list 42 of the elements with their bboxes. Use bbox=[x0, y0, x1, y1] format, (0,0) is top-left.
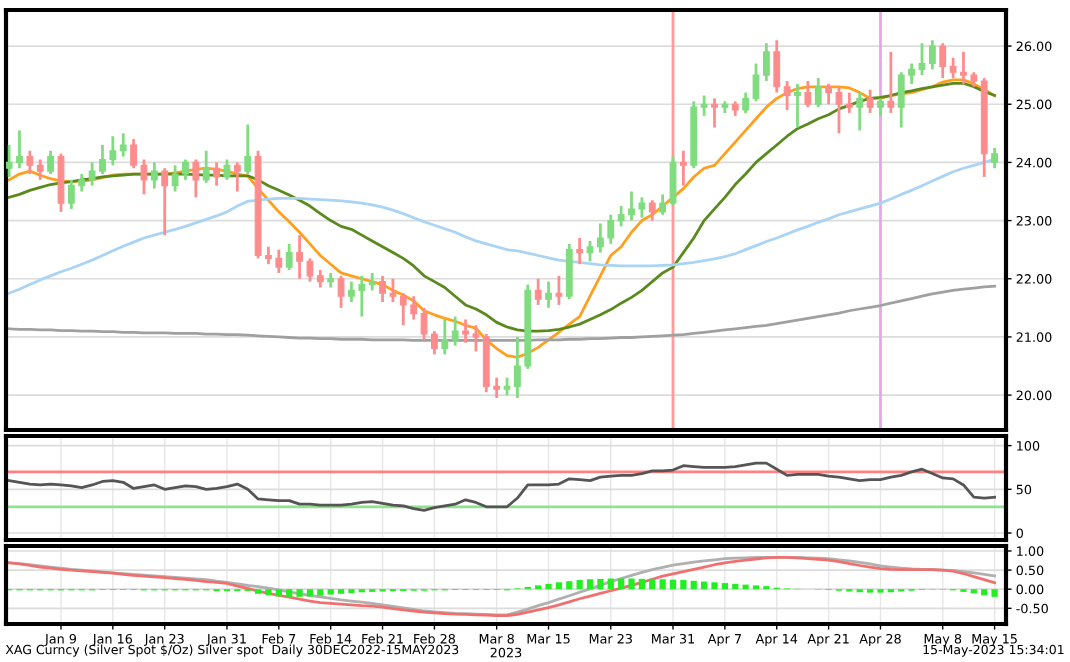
candlestick bbox=[150, 161, 158, 190]
candlestick bbox=[223, 158, 231, 182]
candlestick bbox=[711, 97, 718, 129]
candlestick bbox=[845, 91, 853, 115]
candlestick bbox=[192, 158, 200, 199]
candlestick bbox=[648, 198, 656, 222]
candlestick bbox=[794, 82, 801, 129]
line-series bbox=[7, 461, 996, 512]
candlestick bbox=[26, 149, 34, 176]
candlestick bbox=[545, 280, 552, 310]
candlestick bbox=[866, 88, 874, 115]
candlestick bbox=[991, 146, 998, 170]
candlestick bbox=[47, 149, 55, 176]
candlestick bbox=[57, 152, 65, 214]
candlestick bbox=[285, 242, 293, 272]
candlestick bbox=[534, 277, 542, 307]
candlestick bbox=[939, 41, 947, 80]
candlestick bbox=[700, 94, 708, 118]
candlestick bbox=[451, 315, 459, 348]
candlestick bbox=[161, 166, 169, 237]
candlestick bbox=[213, 161, 220, 188]
candlestick bbox=[783, 79, 791, 112]
candlestick bbox=[814, 76, 822, 109]
candlestick bbox=[36, 158, 44, 182]
candlestick bbox=[337, 274, 345, 310]
candlestick bbox=[202, 149, 210, 185]
candlestick bbox=[565, 242, 573, 301]
candlestick bbox=[887, 50, 895, 115]
line-series bbox=[7, 556, 996, 617]
candlestick bbox=[669, 155, 677, 208]
candlestick bbox=[928, 38, 936, 71]
candlestick bbox=[659, 193, 667, 217]
candlestick bbox=[441, 318, 449, 356]
candlestick bbox=[555, 274, 563, 307]
candlestick bbox=[773, 38, 781, 94]
candlestick bbox=[679, 149, 687, 188]
candlestick bbox=[804, 79, 812, 109]
candlestick bbox=[856, 91, 864, 132]
candlestick bbox=[244, 123, 252, 176]
candlestick bbox=[119, 131, 127, 158]
candlestick bbox=[233, 161, 241, 193]
candlestick bbox=[576, 236, 584, 266]
